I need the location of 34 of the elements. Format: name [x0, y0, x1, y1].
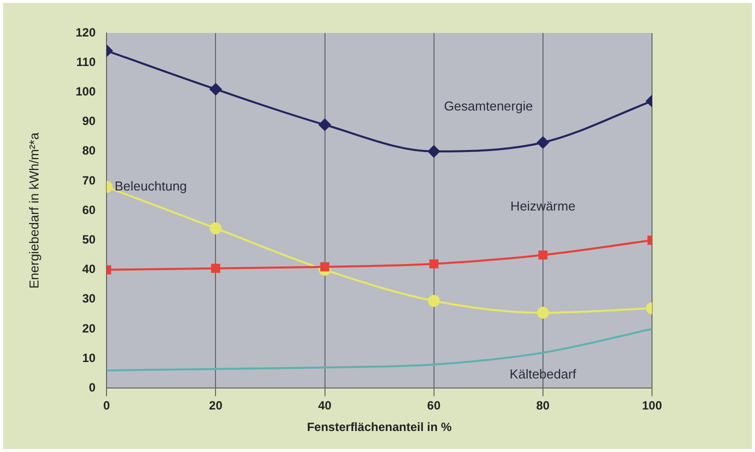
- point: [428, 294, 440, 307]
- x-tick-label: 60: [427, 398, 441, 413]
- point: [536, 306, 549, 319]
- x-tick-label: 20: [209, 398, 223, 413]
- point: [210, 222, 222, 234]
- point: [211, 264, 220, 273]
- point: [429, 259, 438, 268]
- x-tick-label: 80: [536, 398, 550, 413]
- point: [428, 145, 440, 158]
- y-tick-label: 50: [82, 232, 96, 247]
- series-label: Beleuchtung: [114, 178, 187, 194]
- y-tick-label: 90: [82, 114, 96, 128]
- point: [320, 262, 330, 272]
- y-tick-label: 10: [82, 350, 96, 365]
- y-tick-label: 20: [82, 321, 96, 336]
- y-tick-label: 70: [82, 173, 96, 188]
- y-tick-label: 40: [82, 262, 96, 276]
- x-tick-label: 100: [642, 398, 662, 413]
- point: [318, 118, 331, 131]
- x-axis-title: Fensterflächenanteil in %: [306, 420, 452, 434]
- text: Gesamtenergie: [444, 98, 533, 114]
- y-tick-label: 80: [82, 144, 96, 158]
- x-tick-label: 40: [318, 398, 332, 413]
- y-tick-label: 30: [82, 292, 96, 306]
- y-tick-label: 60: [82, 202, 96, 217]
- y-tick-label: 120: [76, 25, 96, 40]
- y-tick-label: 110: [76, 54, 96, 69]
- y-tick-label: 0: [88, 380, 96, 395]
- point: [538, 250, 548, 260]
- x-tick-label: 0: [103, 398, 110, 413]
- y-axis-title: Energiebedarf in kWh/m²*a: [26, 132, 42, 289]
- point: [536, 136, 549, 149]
- point: [210, 83, 222, 96]
- y-tick-label: 100: [76, 84, 96, 99]
